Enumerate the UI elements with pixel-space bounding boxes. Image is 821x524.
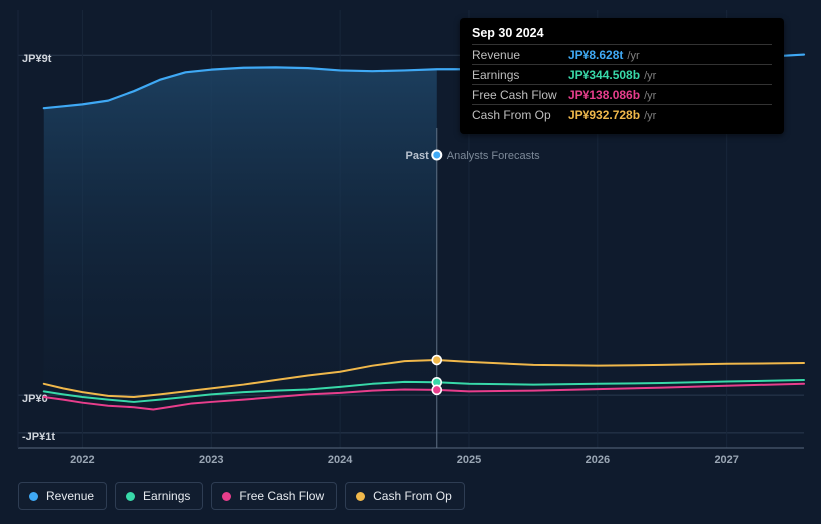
tooltip-row-value: JP¥344.508b <box>568 68 640 82</box>
legend-label: Earnings <box>143 489 190 503</box>
tooltip-row: EarningsJP¥344.508b/yr <box>472 64 772 84</box>
tooltip-row-label: Cash From Op <box>472 108 568 122</box>
y-axis-label: -JP¥1t <box>22 431 55 443</box>
tooltip-row-value: JP¥8.628t <box>568 48 623 62</box>
x-axis-label: 2027 <box>714 454 738 466</box>
past-shade <box>44 67 437 395</box>
legend-label: Free Cash Flow <box>239 489 324 503</box>
tooltip-row-label: Earnings <box>472 68 568 82</box>
hover-marker <box>432 385 441 394</box>
y-axis-label: JP¥9t <box>22 53 52 65</box>
tooltip-row-suffix: /yr <box>644 90 656 102</box>
tooltip-date: Sep 30 2024 <box>472 26 772 44</box>
hover-marker <box>432 356 441 365</box>
y-axis-label: JP¥0 <box>22 393 48 405</box>
financials-chart: JP¥9t JP¥0 -JP¥1t 2022 2023 2024 2025 2026 2027 P… <box>0 0 821 524</box>
legend-item-cash_from_op[interactable]: Cash From Op <box>345 482 465 510</box>
tooltip-row-suffix: /yr <box>644 70 656 82</box>
legend-item-free_cash_flow[interactable]: Free Cash Flow <box>211 482 337 510</box>
chart-tooltip: Sep 30 2024 RevenueJP¥8.628t/yrEarningsJ… <box>460 18 784 134</box>
tooltip-row: RevenueJP¥8.628t/yr <box>472 44 772 64</box>
tooltip-row-value: JP¥138.086b <box>568 88 640 102</box>
divider-marker-icon <box>432 151 441 160</box>
legend-dot-icon <box>29 492 38 501</box>
legend-label: Revenue <box>46 489 94 503</box>
legend-dot-icon <box>356 492 365 501</box>
tooltip-row-suffix: /yr <box>644 110 656 122</box>
x-axis-label: 2023 <box>199 454 223 466</box>
x-axis-label: 2024 <box>328 454 353 466</box>
legend-item-revenue[interactable]: Revenue <box>18 482 107 510</box>
tooltip-row: Cash From OpJP¥932.728b/yr <box>472 104 772 124</box>
tooltip-row-suffix: /yr <box>627 50 639 62</box>
tooltip-row-value: JP¥932.728b <box>568 108 640 122</box>
legend-dot-icon <box>222 492 231 501</box>
tooltip-row: Free Cash FlowJP¥138.086b/yr <box>472 84 772 104</box>
x-axis-label: 2025 <box>457 454 481 466</box>
tooltip-rows: RevenueJP¥8.628t/yrEarningsJP¥344.508b/y… <box>472 44 772 124</box>
past-label: Past <box>406 150 430 162</box>
x-axis-label: 2026 <box>586 454 610 466</box>
forecast-label: Analysts Forecasts <box>447 150 540 162</box>
tooltip-row-label: Revenue <box>472 48 568 62</box>
legend-label: Cash From Op <box>373 489 452 503</box>
legend-item-earnings[interactable]: Earnings <box>115 482 203 510</box>
tooltip-row-label: Free Cash Flow <box>472 88 568 102</box>
x-axis-label: 2022 <box>70 454 94 466</box>
chart-legend: Revenue Earnings Free Cash Flow Cash From O… <box>18 482 465 510</box>
legend-dot-icon <box>126 492 135 501</box>
